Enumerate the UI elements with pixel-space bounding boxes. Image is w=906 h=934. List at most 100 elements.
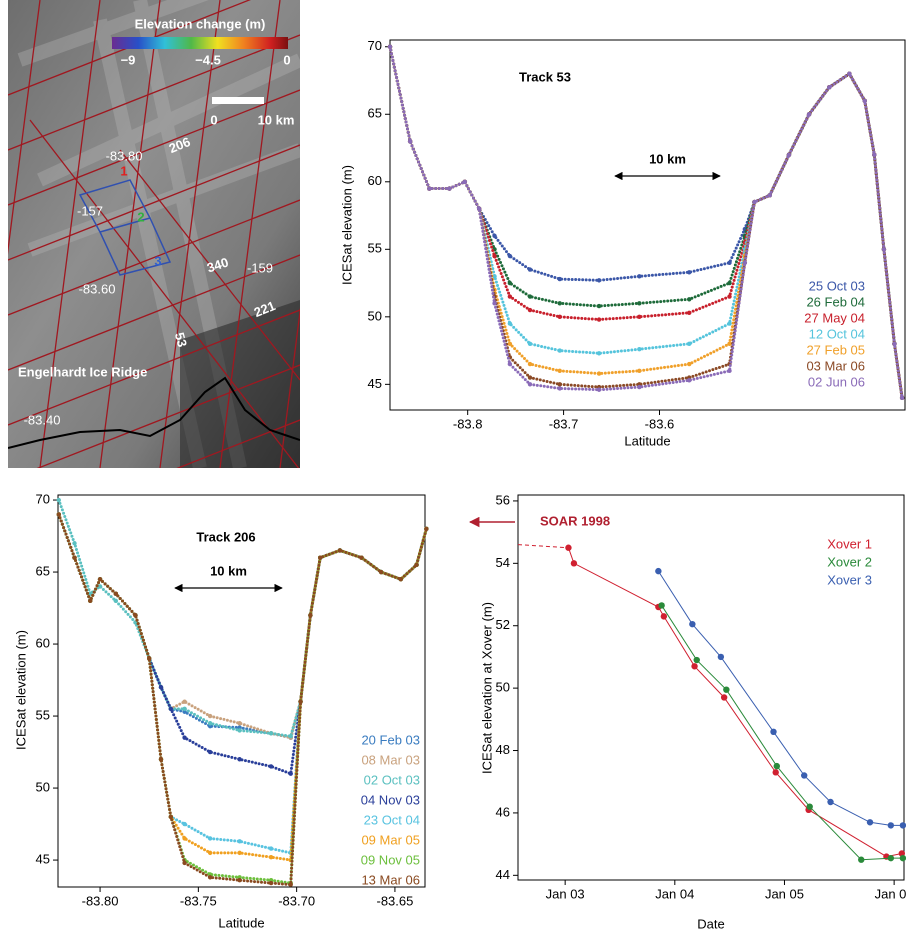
data-point <box>872 152 877 157</box>
data-point <box>866 819 874 826</box>
data-point <box>298 699 303 704</box>
legend-entry: Xover 2 <box>827 554 872 569</box>
data-point <box>527 361 533 367</box>
data-point <box>113 598 118 604</box>
y-tick-label: 70 <box>36 491 50 506</box>
scale-label: 10 km <box>258 112 295 127</box>
series-line <box>567 547 903 858</box>
y-tick-label: 56 <box>496 492 510 507</box>
data-point <box>237 757 242 762</box>
crossover-label: 2 <box>137 209 144 224</box>
data-point <box>596 317 602 322</box>
x-tick-label: -83.7 <box>549 416 579 431</box>
y-tick-label: 45 <box>368 376 382 391</box>
data-point <box>806 112 812 117</box>
data-point <box>268 731 274 736</box>
x-tick-label: -83.6 <box>645 416 675 431</box>
data-point <box>492 253 497 259</box>
data-point <box>72 555 77 560</box>
legend-entry: 12 Oct 04 <box>809 326 865 341</box>
data-point <box>237 721 242 726</box>
data-point <box>565 544 572 551</box>
y-axis-label: ICESat elevation (m) <box>339 165 354 285</box>
data-point <box>527 375 533 380</box>
data-point <box>773 762 780 770</box>
data-point <box>693 656 700 664</box>
y-tick-label: 60 <box>36 635 50 650</box>
data-point <box>689 620 696 628</box>
legend-entry: 03 Mar 06 <box>806 358 865 373</box>
data-point <box>847 71 852 76</box>
coordinate-label: -83.40 <box>24 412 61 427</box>
data-point <box>772 769 779 776</box>
colorbar-label: 0 <box>283 52 290 67</box>
y-tick-label: 65 <box>368 106 382 121</box>
y-tick-label: 70 <box>368 38 382 53</box>
data-point <box>720 694 728 701</box>
data-point <box>424 526 429 532</box>
data-point <box>182 699 187 704</box>
data-point <box>414 562 419 568</box>
data-point <box>237 728 242 733</box>
data-point <box>359 555 364 560</box>
data-point <box>427 186 432 191</box>
legend-entry: 20 Feb 03 <box>361 732 420 747</box>
map-label: Engelhardt Ice Ridge <box>18 364 147 379</box>
data-point <box>691 663 698 670</box>
data-point <box>182 706 187 712</box>
data-point <box>337 548 343 553</box>
data-point <box>168 814 174 820</box>
data-point <box>88 591 93 596</box>
y-axis-label: ICESat elevation (m) <box>13 630 28 750</box>
data-point <box>899 822 906 829</box>
data-point <box>527 341 533 347</box>
data-point <box>207 749 213 755</box>
data-point <box>557 382 562 387</box>
data-point <box>158 757 164 762</box>
data-point <box>237 839 242 844</box>
data-point <box>168 706 174 712</box>
data-point <box>288 771 293 776</box>
y-tick-label: 65 <box>36 563 50 578</box>
data-point <box>687 341 692 347</box>
soar-line <box>517 544 569 549</box>
colorbar-label: −9 <box>121 52 136 67</box>
legend-entry: Xover 1 <box>827 536 872 551</box>
legend-entry: 02 Oct 03 <box>364 772 420 787</box>
x-tick-label: Jan 04 <box>655 886 694 901</box>
plot-frame <box>517 494 905 881</box>
series-line <box>57 512 428 740</box>
y-tick-label: 54 <box>496 555 510 570</box>
data-point <box>492 274 497 279</box>
data-point <box>88 598 93 604</box>
data-point <box>507 361 513 367</box>
data-point <box>637 314 642 320</box>
y-tick-label: 48 <box>496 742 510 757</box>
data-point <box>899 395 905 401</box>
x-tick-label: -83.8 <box>453 416 483 431</box>
data-point <box>207 713 213 719</box>
data-point <box>268 764 274 769</box>
data-point <box>596 387 602 392</box>
y-tick-label: 44 <box>496 867 510 882</box>
data-point <box>660 613 668 620</box>
data-point <box>717 653 725 661</box>
data-point <box>858 856 865 863</box>
data-point <box>637 347 642 352</box>
data-point <box>56 497 61 503</box>
y-tick-label: 46 <box>496 804 510 819</box>
data-point <box>637 274 642 279</box>
data-point <box>207 850 213 856</box>
chart-title: Track 53 <box>519 69 571 84</box>
x-axis-label: Date <box>697 916 724 931</box>
data-point <box>637 301 642 306</box>
data-point <box>892 341 897 347</box>
x-tick-label: -83.75 <box>180 893 217 908</box>
legend-entry: 02 Jun 06 <box>808 374 865 389</box>
data-point <box>806 803 813 810</box>
data-point <box>570 560 578 567</box>
y-axis-label: ICESat elevation at Xover (m) <box>479 602 494 774</box>
data-point <box>507 341 513 347</box>
coordinate-label: -83.80 <box>106 148 143 163</box>
